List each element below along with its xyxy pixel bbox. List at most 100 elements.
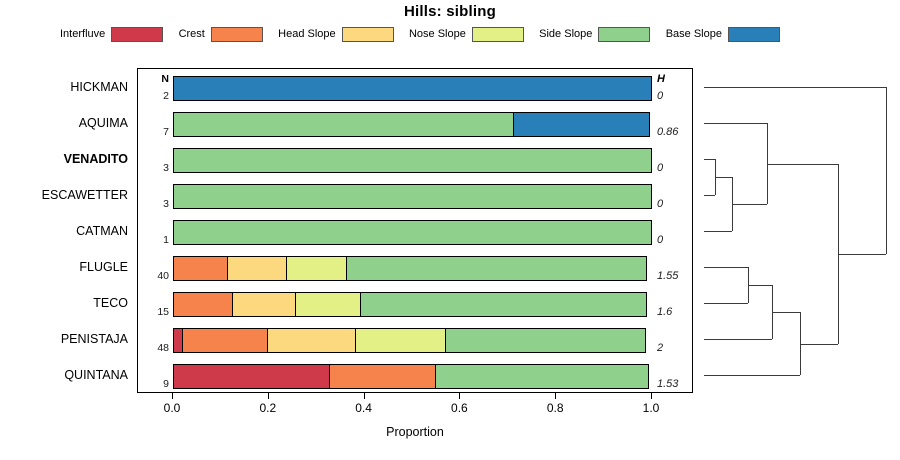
dendrogram [700, 68, 895, 393]
stacked-bar[interactable] [173, 184, 652, 209]
dendrogram-branch [772, 312, 800, 313]
legend-swatch-base-slope [727, 26, 780, 42]
bar-segment[interactable] [173, 364, 331, 389]
bar-row[interactable]: 7 0.86 [138, 106, 692, 142]
row-n-value: 9 [163, 378, 169, 390]
bar-segment[interactable] [294, 292, 362, 317]
x-axis-tick-label: 1.0 [642, 401, 660, 415]
bar-segment[interactable] [173, 76, 652, 101]
dendrogram-branch [748, 285, 773, 286]
bar-segment[interactable] [345, 256, 648, 281]
dendrogram-join [886, 87, 888, 254]
bar-segment[interactable] [434, 364, 649, 389]
bar-segment[interactable] [226, 256, 288, 281]
bar-row[interactable]: 48 2 [138, 322, 692, 358]
x-axis-tick [363, 393, 365, 399]
x-axis: 0.0 0.2 0.4 0.6 0.8 1.0 [137, 393, 693, 415]
n-column-header: N [161, 73, 169, 85]
row-h-value: 0 [657, 162, 664, 174]
legend-swatch-side-slope [598, 26, 651, 42]
row-h-value: 0.86 [657, 126, 679, 138]
legend-item-side-slope[interactable]: Side Slope [539, 26, 651, 42]
row-n-value: 1 [163, 234, 169, 246]
bar-segment[interactable] [181, 328, 269, 353]
stacked-bar[interactable] [173, 364, 652, 389]
row-n-value: 3 [163, 162, 169, 174]
stacked-bar[interactable] [173, 292, 652, 317]
dendrogram-branch [838, 253, 887, 255]
row-h-value: 1.6 [657, 306, 673, 318]
dendrogram-branch [704, 375, 800, 376]
bar-segment[interactable] [232, 292, 297, 317]
legend-label: Interfluve [60, 27, 106, 40]
dendrogram-branch [704, 195, 716, 196]
bar-segment[interactable] [173, 256, 229, 281]
plot-panel: N H 2 0 7 0.86 3 0 3 0 1 0 40 1.55 15 1.6 48 2 9 1.53 [137, 68, 693, 393]
bar-segment[interactable] [173, 184, 652, 209]
row-n-value: 3 [163, 198, 169, 210]
legend-item-nose-slope[interactable]: Nose Slope [409, 26, 524, 42]
row-n-value: 2 [163, 90, 169, 102]
legend-item-crest[interactable]: Crest [178, 26, 263, 42]
bar-segment[interactable] [173, 112, 515, 137]
dendrogram-branch [704, 267, 749, 268]
x-axis-tick [267, 393, 269, 399]
legend-swatch-interfluve [111, 26, 164, 42]
legend-item-interfluve[interactable]: Interfluve [60, 26, 164, 42]
dendrogram-branch [731, 204, 767, 205]
legend-swatch-head-slope [341, 26, 394, 42]
x-axis-tick [651, 393, 652, 399]
y-axis-tick-label: AQUIMA [78, 116, 128, 130]
stacked-bar[interactable] [173, 220, 652, 245]
y-axis-tick-label: ESCAWETTER [41, 188, 128, 202]
legend-item-head-slope[interactable]: Head Slope [278, 26, 394, 42]
y-axis-tick-label: FLUGLE [79, 260, 128, 274]
row-n-value: 7 [163, 126, 169, 138]
bar-segment[interactable] [360, 292, 648, 317]
legend-label: Crest [178, 27, 205, 40]
x-axis-tick [459, 393, 461, 399]
row-n-value: 40 [157, 270, 169, 282]
legend-swatch-nose-slope [471, 26, 524, 42]
stacked-bar[interactable] [173, 112, 652, 137]
stacked-bar[interactable] [173, 328, 652, 353]
legend-item-base-slope[interactable]: Base Slope [665, 26, 780, 42]
bar-segment[interactable] [444, 328, 646, 353]
bar-segment[interactable] [173, 292, 234, 317]
legend-label: Base Slope [665, 27, 722, 40]
x-axis-tick-label: 0.6 [451, 401, 468, 415]
bar-segment[interactable] [173, 220, 652, 245]
stacked-bar[interactable] [173, 256, 652, 281]
bar-segment[interactable] [173, 148, 652, 173]
x-axis-tick-label: 0.2 [259, 401, 277, 415]
bar-segment[interactable] [328, 364, 437, 389]
bar-row[interactable]: 40 1.55 [138, 250, 692, 286]
dendrogram-branch [766, 163, 839, 165]
stacked-bar[interactable] [173, 148, 652, 173]
row-h-value: 0 [657, 234, 664, 246]
bar-segment[interactable] [267, 328, 357, 353]
x-axis-title: Proportion [386, 425, 444, 439]
x-axis-tick [172, 393, 173, 399]
y-axis-tick-label: PENISTAJA [60, 332, 128, 346]
y-axis-tick-label: QUINTANA [64, 368, 128, 382]
bar-segment[interactable] [285, 256, 348, 281]
bar-segment[interactable] [512, 112, 651, 137]
dendrogram-branch [715, 177, 732, 178]
row-h-value: 1.53 [657, 378, 679, 390]
row-n-value: 48 [157, 342, 169, 354]
y-axis-tick-label: VENADITO [63, 152, 128, 166]
bar-segment[interactable] [355, 328, 447, 353]
row-h-value: 1.55 [657, 270, 679, 282]
stacked-bar[interactable] [173, 76, 652, 101]
legend: Interfluve Crest Head Slope Nose Slope S… [60, 24, 780, 44]
dendrogram-branch [704, 231, 732, 232]
bar-row[interactable]: 9 1.53 [138, 358, 692, 394]
row-n-value: 15 [157, 306, 169, 318]
bar-row[interactable]: 15 1.6 [138, 286, 692, 322]
